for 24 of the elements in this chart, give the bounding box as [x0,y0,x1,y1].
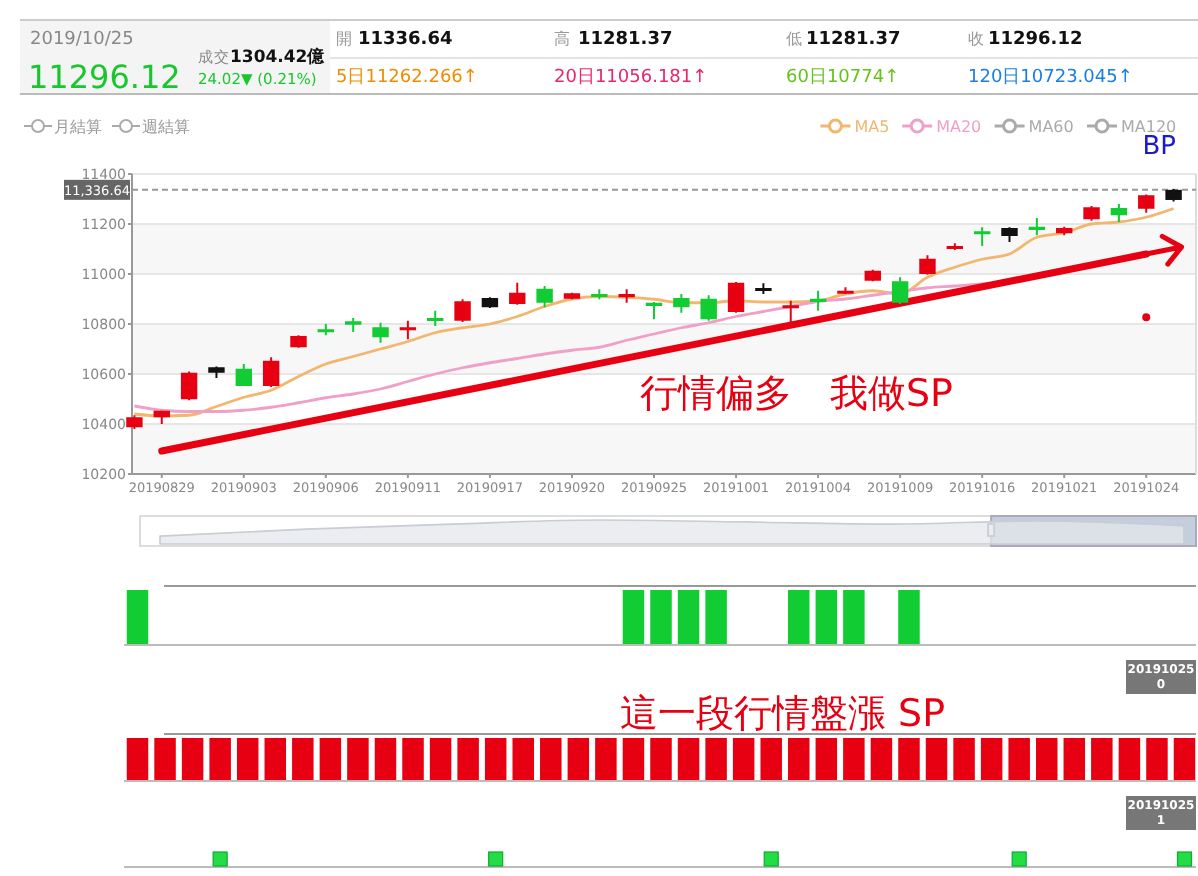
legend-label: MA120 [1121,118,1177,136]
text: 120日10723.045↑ [968,68,1133,88]
text: 11336.64 [358,30,453,50]
text: 60日10774↑ [786,68,900,88]
text: 1304.42億 [230,46,328,68]
text: 收 [968,30,984,48]
text: 11296.12 [28,58,181,96]
text: 11281.37 [806,30,901,50]
text: 低 [786,30,802,48]
text: 11281.37 [578,30,673,50]
text: 這一段行情盤漲 SP [620,692,946,736]
legend-label: MA60 [1028,118,1074,136]
legend-label: MA5 [854,118,890,136]
annotation: 行情偏多 我做SP [640,372,954,416]
text: 20日11056.181↑ [554,68,708,88]
text: 月結算 [54,118,102,136]
text: 開 [336,30,352,48]
legend-label: MA20 [936,118,982,136]
text: 2019/10/25 [30,30,134,50]
text: 高 [554,30,570,48]
text: 5日11262.266↑ [336,68,478,88]
text: BP [1142,132,1177,162]
text: 11296.12 [988,30,1083,50]
text: 週結算 [142,118,190,136]
